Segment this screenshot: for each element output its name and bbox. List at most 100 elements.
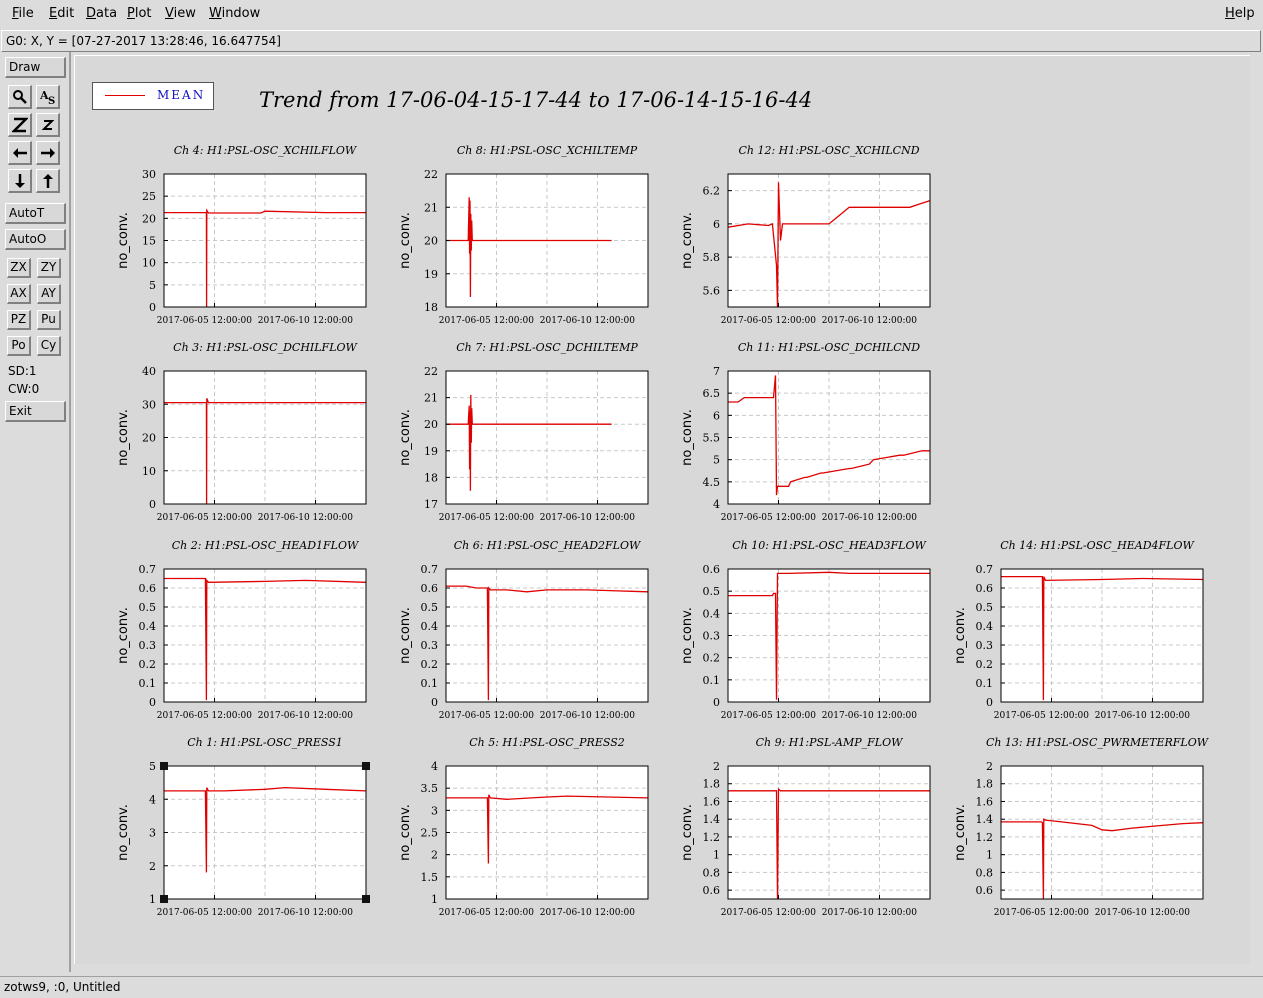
x-tick-label: 2017-06-05 12:00:00 [439,513,534,523]
y-tick-label: 30 [142,398,156,411]
chart-panel[interactable]: 0 0.1 0.2 0.3 0.4 0.5 0.6 2017-06-05 12:00:00 20… [680,539,931,721]
chart-panel[interactable]: 18 19 20 21 22 2017-06-05 12:00:00 2017-06-10 … [398,144,649,326]
x-tick-label: 2017-06-05 12:00:00 [157,908,252,918]
selection-handle[interactable] [362,762,370,770]
zy-button[interactable]: ZY [37,258,61,278]
svg-text:S: S [48,96,55,105]
y-tick-label: 0.1 [703,674,721,687]
x-tick-label: 2017-06-10 12:00:00 [1095,908,1190,918]
y-tick-label: 0.2 [421,658,439,671]
po-button[interactable]: Po [7,336,31,356]
chart-panel[interactable]: 17 18 19 20 21 22 2017-06-05 12:00:00 2017-06-1… [398,341,649,523]
y-tick-label: 1.8 [703,778,721,791]
menu-window[interactable]: Window [209,6,261,21]
chart-panel[interactable]: 5.6 5.8 6 6.2 2017-06-05 12:00:00 2017-06-10 … [680,144,931,326]
y-tick-label: 18 [424,301,438,314]
y-tick-label: 0.2 [139,658,157,671]
chart-title: Ch 7: H1:PSL-OSC_DCHILTEMP [456,341,638,354]
chart-title: Ch 11: H1:PSL-OSC_DCHILCND [738,341,920,354]
menu-plot[interactable]: Plot [127,6,152,21]
exit-button[interactable]: Exit [5,401,66,422]
y-tick-label: 0.3 [976,639,994,652]
chart-panel[interactable]: 1 1.5 2 2.5 3 3.5 4 2017-06-05 12:00:00 2017-06-… [398,736,649,918]
menu-data[interactable]: Data [86,6,118,21]
x-tick-label: 2017-06-10 12:00:00 [1095,711,1190,721]
menu-view[interactable]: View [165,6,196,21]
cy-button[interactable]: Cy [37,336,61,356]
chart-panel[interactable]: 0 0.1 0.2 0.3 0.4 0.5 0.6 0.7 2017-06-05 12:00:0… [398,539,649,721]
chart-title: Ch 14: H1:PSL-OSC_HEAD4FLOW [1000,539,1195,552]
y-tick-label: 1.4 [703,813,721,826]
pan-right-button[interactable] [36,141,60,165]
zoom-in-button[interactable] [8,113,32,137]
y-tick-label: 6 [713,218,720,231]
sd-label: SD:1 [8,364,37,378]
y-tick-label: 0.5 [976,601,994,614]
chart-title: Ch 5: H1:PSL-OSC_PRESS2 [469,736,625,749]
zoom-out-button[interactable] [36,113,60,137]
series-line [446,394,612,491]
y-tick-label: 4 [149,793,156,806]
y-tick-label: 4 [713,498,720,511]
selection-handle[interactable] [362,895,370,903]
chart-panel[interactable]: 4 4.5 5 5.5 6 6.5 7 2017-06-05 12:00:00 2017-06-… [680,341,931,523]
auto-t-button[interactable]: AutoT [5,203,66,224]
x-tick-label: 2017-06-05 12:00:00 [721,316,816,326]
y-tick-label: 5 [713,454,720,467]
zx-button[interactable]: ZX [7,258,31,278]
x-tick-label: 2017-06-10 12:00:00 [540,908,635,918]
series-line [164,786,367,873]
y-tick-label: 0.4 [703,607,721,620]
pan-up-button[interactable] [36,169,60,193]
pu-button[interactable]: Pu [37,310,61,330]
draw-button[interactable]: Draw [5,57,66,78]
y-tick-label: 0.8 [976,866,994,879]
y-tick-label: 2 [986,760,993,773]
chart-panel[interactable]: 0.6 0.8 1 1.2 1.4 1.6 1.8 2 2017-06-05 12:00:00 2… [953,736,1210,918]
y-tick-label: 0.1 [139,677,157,690]
series-line [446,197,612,298]
zoom-out-icon [41,119,54,130]
chart-panel[interactable]: 0 5 10 15 20 25 30 2017-06-05 12:00:00 2017-06-1… [116,144,367,326]
chart-panel[interactable]: 0 10 20 30 40 2017-06-05 12:00:00 2017-06-10 1… [116,341,367,523]
selection-handle[interactable] [160,762,168,770]
y-axis-label: no_conv. [398,607,413,664]
series-line [446,794,649,864]
y-tick-label: 10 [142,257,156,270]
chart-panel[interactable]: 1 2 3 4 5 2017-06-05 12:00:00 2017-06-10 12:00… [116,736,370,918]
y-tick-label: 6 [713,409,720,422]
chart-panel[interactable]: 0 0.1 0.2 0.3 0.4 0.5 0.6 0.7 2017-06-05 12:00:0… [116,539,367,721]
y-tick-label: 21 [424,392,438,405]
chart-title: Ch 10: H1:PSL-OSC_HEAD3FLOW [732,539,927,552]
selection-handle[interactable] [160,895,168,903]
ax-button[interactable]: AX [7,284,31,304]
plot-frame [727,173,931,308]
chart-title: Ch 12: H1:PSL-OSC_XCHILCND [738,144,919,157]
ay-button[interactable]: AY [37,284,61,304]
x-tick-label: 2017-06-05 12:00:00 [157,513,252,523]
zoom-tool-button[interactable] [8,85,32,109]
auto-o-button[interactable]: AutoO [5,229,66,250]
y-tick-label: 0.4 [139,620,157,633]
pz-button[interactable]: PZ [7,310,31,330]
menu-file[interactable]: File [12,6,34,21]
coordinate-readout: G0: X, Y = [07-27-2017 13:28:46, 16.6477… [6,34,281,48]
pan-down-button[interactable] [8,169,32,193]
pan-left-button[interactable] [8,141,32,165]
y-tick-label: 0.1 [421,677,439,690]
y-axis-label: no_conv. [680,212,695,269]
y-axis-label: no_conv. [398,804,413,861]
y-tick-label: 0.6 [976,582,994,595]
y-tick-label: 5.6 [703,284,721,297]
menu-edit[interactable]: Edit [49,6,75,21]
y-tick-label: 2 [149,860,156,873]
chart-panel[interactable]: 0 0.1 0.2 0.3 0.4 0.5 0.6 0.7 2017-06-05 12:00:0… [953,539,1204,721]
chart-panel[interactable]: 0.6 0.8 1 1.2 1.4 1.6 1.8 2 2017-06-05 12:00:00 2… [680,736,931,918]
y-tick-label: 17 [424,498,438,511]
menu-help[interactable]: Help [1225,6,1255,21]
y-tick-label: 0.5 [421,601,439,614]
x-tick-label: 2017-06-10 12:00:00 [258,908,353,918]
y-tick-label: 1.6 [703,795,721,808]
